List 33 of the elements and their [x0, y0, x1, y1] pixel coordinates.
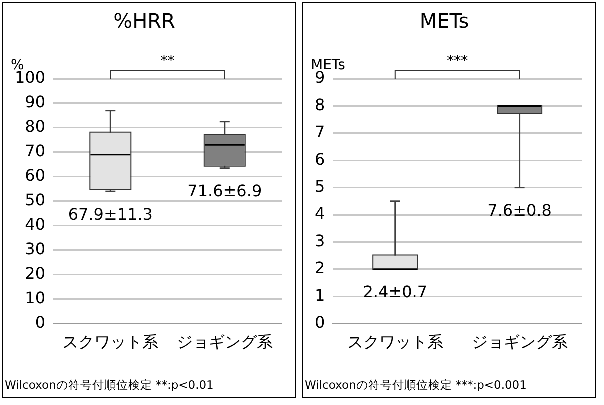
- y-tick-label: 6: [314, 150, 326, 169]
- chart-title: METs: [420, 9, 470, 34]
- x-tick-label: スクワット系: [62, 332, 159, 352]
- y-tick-label: 30: [25, 240, 46, 259]
- x-tick-label: ジョギング系: [176, 332, 273, 352]
- text: ***: [447, 54, 468, 70]
- y-tick-label: 90: [25, 92, 46, 112]
- y-tick-label: 50: [25, 190, 46, 210]
- text: **: [160, 54, 175, 70]
- y-tick-label: 60: [25, 166, 46, 186]
- y-tick-label: 2: [314, 258, 326, 278]
- y-tick-label: 10: [25, 288, 46, 308]
- y-tick-label: 20: [25, 264, 46, 283]
- annotation: 71.6±6.9: [188, 182, 262, 201]
- y-tick-label: 3: [314, 231, 326, 250]
- y-tick-label: 80: [25, 117, 46, 136]
- y-tick-label: 1: [314, 286, 326, 305]
- annotation: 7.6±0.8: [488, 200, 552, 220]
- y-tick-label: 40: [25, 215, 46, 234]
- x-tick-label: ジョギング系: [472, 332, 568, 352]
- x-tick-label: スクワット系: [347, 332, 444, 352]
- text: Wilcoxonの符号付順位検定 **:p<0.01: [5, 378, 214, 393]
- annotation: 67.9±11.3: [68, 204, 153, 224]
- annotation: 2.4±0.7: [363, 282, 428, 302]
- chart-title: %HRR: [114, 9, 176, 34]
- y-tick-label: 8: [314, 95, 326, 114]
- y-tick-label: 0: [35, 312, 46, 332]
- y-tick-label: 70: [25, 142, 46, 161]
- y-tick-label: 7: [314, 122, 326, 142]
- y-tick-label: 4: [314, 204, 326, 224]
- text: Wilcoxonの符号付順位検定 ***:p<0.001: [305, 378, 527, 393]
- y-tick-label: 0: [314, 312, 326, 332]
- y-tick-label: 5: [314, 176, 326, 196]
